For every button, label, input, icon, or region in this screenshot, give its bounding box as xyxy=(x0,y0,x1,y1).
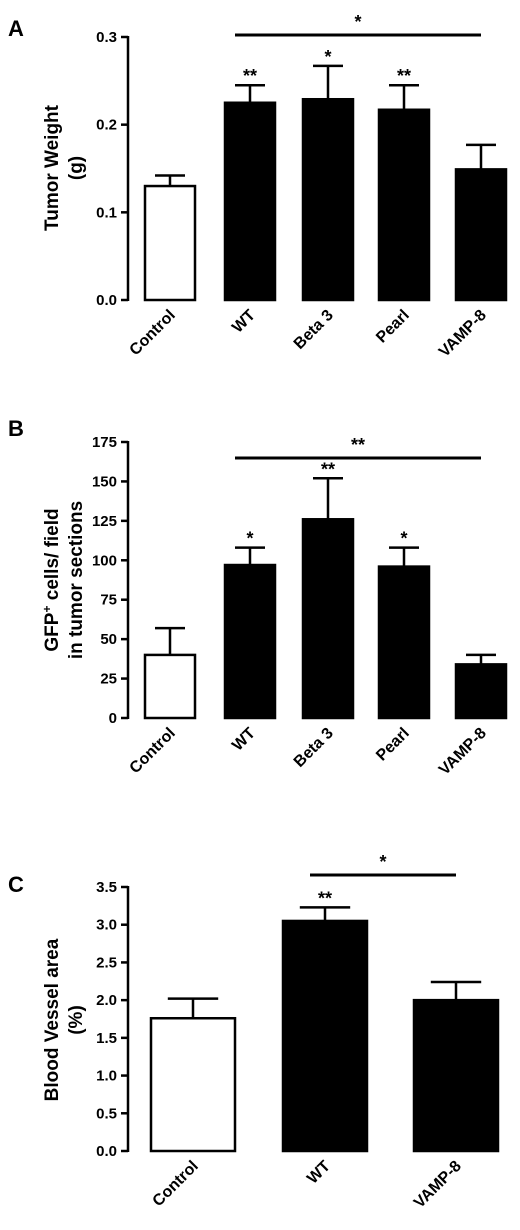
bar-vamp-8 xyxy=(454,168,508,302)
bar-control xyxy=(143,653,197,720)
y-tick-label: 1.5 xyxy=(96,1030,117,1047)
category-label: Pearl xyxy=(373,307,413,347)
error-bar xyxy=(299,906,351,921)
y-tick-label: 0.3 xyxy=(96,29,117,46)
error-bar xyxy=(155,626,185,655)
y-tick-label: 25 xyxy=(100,671,117,688)
y-tick-label: 150 xyxy=(92,473,117,490)
panel-letter: B xyxy=(8,416,24,441)
bar-vamp-8 xyxy=(454,663,508,720)
error-bar xyxy=(155,174,185,187)
y-axis-label: Blood Vessel area (%) xyxy=(42,938,87,1101)
y-tick-label: 3.0 xyxy=(96,917,117,934)
y-tick-label: 175 xyxy=(92,434,117,451)
category-label: Beta 3 xyxy=(291,307,337,353)
y-tick-label: 0 xyxy=(109,710,117,727)
error-bar xyxy=(235,546,265,566)
category-label: Control xyxy=(127,725,179,777)
bar-beta-3 xyxy=(301,97,355,302)
error-bar xyxy=(466,653,496,665)
significance-label: ** xyxy=(318,888,332,908)
significance-label: ** xyxy=(397,66,411,86)
y-tick-label: 0.5 xyxy=(96,1105,117,1122)
bar-pearl xyxy=(377,565,431,720)
y-tick-label: 100 xyxy=(92,552,117,569)
error-bar xyxy=(466,143,496,170)
significance-label: * xyxy=(324,47,331,67)
bar-pearl xyxy=(377,108,431,302)
y-axis-label: Tumor Weight (g) xyxy=(42,104,87,231)
y-tick-label: 50 xyxy=(100,631,117,648)
y-tick-label: 0.0 xyxy=(96,1143,117,1160)
category-label: VAMP-8 xyxy=(411,1158,465,1212)
category-label: WT xyxy=(304,1158,334,1188)
significance-label: ** xyxy=(243,66,257,86)
panel-letter: C xyxy=(8,872,24,897)
significance-label: * xyxy=(400,529,407,549)
bar-control xyxy=(149,1016,237,1153)
category-label: Pearl xyxy=(373,725,413,765)
category-label: VAMP-8 xyxy=(436,725,490,779)
error-bar xyxy=(313,64,343,100)
category-label: WT xyxy=(229,725,259,755)
panel-letter: A xyxy=(8,16,24,41)
significance-label: ** xyxy=(321,459,335,479)
panel-a: A Tumor Weight (g) Control ** WT * Beta 3 ** Pear… xyxy=(8,12,508,361)
error-bar xyxy=(235,83,265,103)
bar-vamp-8 xyxy=(412,998,500,1153)
y-tick-label: 125 xyxy=(92,513,117,530)
bracket-significance-label: ** xyxy=(351,435,365,455)
bar-control xyxy=(143,184,197,302)
error-bar xyxy=(389,83,419,110)
category-label: Control xyxy=(127,307,179,359)
bracket-significance-label: * xyxy=(379,852,386,872)
y-tick-label: 1.0 xyxy=(96,1068,117,1085)
bar-beta-3 xyxy=(301,518,355,720)
error-bar xyxy=(389,546,419,567)
bar-wt xyxy=(223,563,277,720)
y-axis-label: GFP+ cells/ field in tumor sections xyxy=(40,501,87,659)
y-tick-label: 2.5 xyxy=(96,954,117,971)
error-bar xyxy=(313,477,343,520)
y-tick-label: 3.5 xyxy=(96,879,117,896)
y-tick-label: 0.1 xyxy=(96,204,117,221)
significance-label: * xyxy=(246,529,253,549)
y-tick-label: 0.2 xyxy=(96,117,117,134)
bracket-significance-label: * xyxy=(354,12,361,32)
error-bar xyxy=(430,980,482,1001)
y-tick-label: 0.0 xyxy=(96,292,117,309)
bar-wt xyxy=(281,919,369,1153)
bar-wt xyxy=(223,101,277,302)
category-label: Beta 3 xyxy=(291,725,337,771)
y-tick-label: 75 xyxy=(100,592,117,609)
panel-c: C Blood Vessel area (%) Control ** WT VAMP-8 0.… xyxy=(8,852,500,1212)
category-label: VAMP-8 xyxy=(436,307,490,361)
y-tick-label: 2.0 xyxy=(96,992,117,1009)
category-label: WT xyxy=(229,307,259,337)
panel-b: B GFP+ cells/ field in tumor sections Contr… xyxy=(8,416,508,779)
category-label: Control xyxy=(150,1158,202,1210)
error-bar xyxy=(167,997,219,1019)
